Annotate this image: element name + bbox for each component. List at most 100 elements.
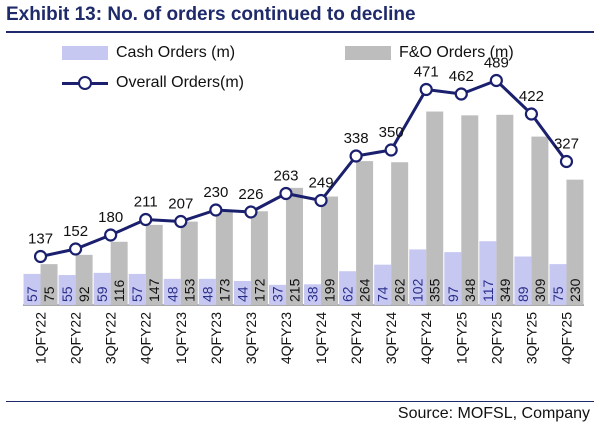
- cash-value-label-2QFY24: 62: [340, 286, 356, 302]
- fo-bar-1QFY23: [180, 221, 198, 305]
- fo-bar-4QFY24: [426, 111, 444, 306]
- overall-point-1QFY24: [314, 193, 328, 208]
- cash-bar-3QFY23: [233, 281, 251, 305]
- cash-value-label-4QFY22: 57: [129, 286, 145, 302]
- fo-value-label-1QFY23: 153: [181, 278, 197, 302]
- overall-point-1QFY23: [174, 214, 188, 229]
- overall-value-label-3QFY25: 422: [519, 88, 544, 105]
- overall-value-label-4QFY23: 263: [273, 168, 298, 185]
- x-tick-label-1QFY23: 1QFY23: [173, 312, 189, 364]
- fo-bar-2QFY25: [496, 114, 514, 305]
- x-tick-label-1QFY22: 1QFY22: [33, 312, 49, 364]
- cash-value-label-1QFY22: 57: [24, 286, 40, 302]
- legend-overall: Overall Orders(m): [62, 74, 244, 92]
- cash-value-label-4QFY25: 75: [550, 286, 566, 302]
- x-tick-label-3QFY23: 3QFY23: [243, 312, 259, 364]
- fo-bar-2QFY23: [215, 210, 233, 305]
- x-tick-label-4QFY25: 4QFY25: [558, 312, 574, 364]
- overall-point-3QFY23: [244, 205, 258, 219]
- x-tick-label-2QFY25: 2QFY25: [488, 312, 504, 364]
- overall-value-label-1QFY25: 462: [449, 68, 474, 85]
- fo-value-label-2QFY22: 92: [76, 286, 92, 302]
- cash-bar-3QFY25: [514, 256, 532, 305]
- overall-point-4QFY23: [279, 186, 293, 201]
- fo-value-label-2QFY25: 349: [497, 278, 513, 302]
- fo-value-label-2QFY23: 173: [216, 278, 232, 302]
- overall-point-4QFY25: [559, 154, 574, 169]
- cash-bar-3QFY24: [374, 264, 392, 305]
- cash-bar-4QFY23: [268, 284, 286, 305]
- legend-cash: Cash Orders (m): [62, 44, 235, 62]
- fo-value-label-3QFY22: 116: [111, 279, 127, 302]
- overall-point-1QFY22: [33, 249, 48, 264]
- overall-point-4QFY22: [139, 212, 153, 227]
- fo-bar-2QFY24: [356, 161, 374, 305]
- overall-point-3QFY25: [524, 107, 539, 121]
- x-tick-label-3QFY22: 3QFY22: [103, 312, 119, 364]
- x-tick-label-4QFY23: 4QFY23: [278, 312, 294, 364]
- overall-point-2QFY24: [349, 149, 363, 163]
- overall-value-label-4QFY22: 211: [134, 194, 158, 211]
- overall-value-label-3QFY23: 226: [238, 186, 263, 203]
- x-tick-label-3QFY25: 3QFY25: [523, 312, 539, 364]
- fo-bar-4QFY22: [145, 224, 163, 305]
- cash-value-label-1QFY25: 97: [445, 286, 461, 302]
- cash-value-label-3QFY25: 89: [515, 286, 531, 302]
- cash-value-label-1QFY23: 48: [164, 286, 180, 302]
- legend-overall-label: Overall Orders(m): [116, 74, 245, 91]
- fo-value-label-3QFY23: 172: [251, 278, 267, 302]
- cash-bar-4QFY25: [549, 264, 567, 305]
- overall-value-label-1QFY24: 249: [309, 175, 334, 192]
- cash-bar-3QFY22: [93, 272, 111, 305]
- fo-value-label-1QFY24: 199: [322, 278, 338, 302]
- overall-point-2QFY23: [209, 203, 223, 217]
- fo-bar-3QFY23: [250, 211, 268, 305]
- legend-fo: F&O Orders (m): [345, 44, 514, 62]
- x-tick-label-1QFY24: 1QFY24: [313, 312, 329, 364]
- cash-bar-1QFY25: [444, 252, 462, 305]
- overall-point-2QFY25: [489, 73, 503, 88]
- cash-value-label-4QFY23: 37: [269, 286, 285, 302]
- overall-point-2QFY22: [68, 242, 83, 256]
- overall-value-label-2QFY23: 230: [203, 184, 228, 201]
- cash-value-label-1QFY24: 38: [305, 286, 321, 302]
- overall-point-1QFY25: [454, 87, 468, 101]
- x-tick-label-3QFY24: 3QFY24: [383, 312, 399, 364]
- source-rule: [6, 401, 594, 402]
- fo-value-label-2QFY24: 264: [357, 278, 373, 302]
- overall-value-label-3QFY24: 350: [379, 124, 404, 141]
- fo-value-label-3QFY25: 309: [532, 278, 548, 302]
- cash-value-label-2QFY22: 55: [59, 286, 75, 302]
- fo-bar-1QFY24: [321, 196, 339, 305]
- cash-value-label-2QFY23: 48: [199, 286, 215, 302]
- overall-value-label-2QFY22: 152: [63, 223, 88, 240]
- cash-value-label-4QFY24: 102: [410, 278, 426, 302]
- legend-fo-label: F&O Orders (m): [399, 44, 514, 61]
- x-tick-label-2QFY22: 2QFY22: [68, 312, 84, 364]
- legend-cash-swatch: [62, 46, 108, 60]
- overall-point-3QFY22: [104, 228, 118, 242]
- fo-bar-3QFY24: [391, 162, 409, 305]
- fo-bar-1QFY25: [461, 115, 479, 305]
- fo-value-label-1QFY25: 348: [462, 278, 478, 302]
- title-underline: [6, 31, 594, 33]
- cash-value-label-2QFY25: 117: [480, 279, 496, 302]
- fo-value-label-4QFY22: 147: [146, 278, 162, 302]
- cash-bar-4QFY24: [409, 249, 427, 305]
- cash-bar-2QFY22: [58, 275, 76, 305]
- legend-cash-label: Cash Orders (m): [116, 44, 236, 61]
- x-tick-label-4QFY22: 4QFY22: [138, 312, 154, 364]
- cash-bar-1QFY22: [23, 273, 41, 305]
- legend-overall-swatch: [62, 75, 108, 91]
- fo-bar-4QFY23: [285, 187, 303, 305]
- fo-value-label-4QFY25: 230: [567, 278, 583, 302]
- chart-title: Exhibit 13: No. of orders continued to d…: [6, 4, 416, 25]
- cash-bar-4QFY22: [128, 273, 146, 305]
- fo-value-label-4QFY23: 215: [286, 278, 302, 302]
- cash-bar-2QFY23: [198, 278, 216, 305]
- overall-value-label-1QFY23: 207: [168, 196, 193, 213]
- fo-bar-3QFY22: [110, 241, 128, 305]
- overall-value-label-2QFY25: 489: [484, 55, 509, 72]
- overall-orders-line: [40, 78, 568, 258]
